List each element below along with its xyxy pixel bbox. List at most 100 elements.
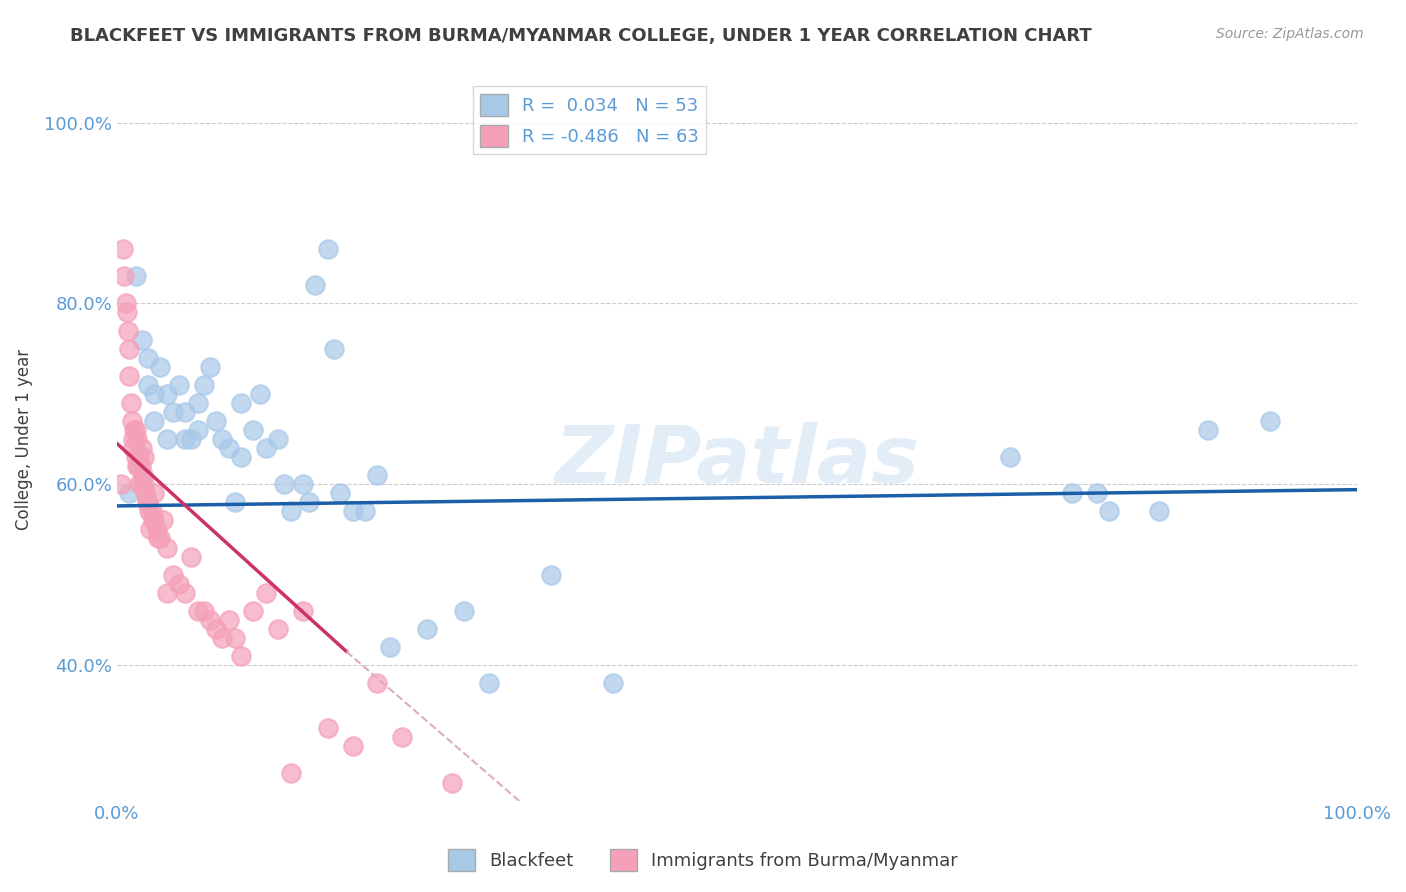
Point (122, 432, 145, 446)
Point (478, 676, 501, 690)
Point (128, 477, 150, 491)
Point (180, 549, 202, 564)
Point (174, 405, 197, 419)
Point (132, 468, 155, 483)
Y-axis label: College, Under 1 year: College, Under 1 year (15, 349, 32, 530)
Point (121, 414, 143, 428)
Point (118, 486, 141, 500)
Point (267, 432, 290, 446)
Point (366, 676, 388, 690)
Point (167, 377, 190, 392)
Point (112, 242, 135, 256)
Point (131, 477, 153, 491)
Point (120, 396, 142, 410)
Point (143, 414, 166, 428)
Point (229, 450, 252, 464)
Point (198, 613, 221, 627)
Point (224, 495, 246, 509)
Point (187, 604, 209, 618)
Point (149, 532, 172, 546)
Point (1258, 414, 1281, 428)
Point (174, 585, 197, 599)
Point (540, 567, 562, 582)
Point (304, 278, 326, 293)
Point (218, 441, 240, 455)
Point (242, 423, 264, 437)
Point (298, 495, 321, 509)
Point (354, 504, 377, 518)
Point (316, 242, 339, 256)
Point (134, 486, 156, 500)
Point (602, 676, 624, 690)
Point (229, 648, 252, 663)
Point (1098, 504, 1121, 518)
Point (342, 739, 364, 754)
Point (1060, 486, 1083, 500)
Point (378, 640, 401, 654)
Text: BLACKFEET VS IMMIGRANTS FROM BURMA/MYANMAR COLLEGE, UNDER 1 YEAR CORRELATION CHA: BLACKFEET VS IMMIGRANTS FROM BURMA/MYANM… (70, 27, 1092, 45)
Point (125, 432, 148, 446)
Point (1197, 423, 1219, 437)
Point (187, 423, 209, 437)
Point (129, 459, 152, 474)
Point (143, 513, 166, 527)
Point (135, 495, 157, 509)
Point (193, 377, 215, 392)
Point (162, 567, 184, 582)
Point (142, 513, 165, 527)
Point (131, 441, 153, 455)
Point (114, 296, 136, 310)
Point (127, 459, 149, 474)
Point (273, 477, 295, 491)
Point (149, 359, 172, 374)
Point (291, 477, 314, 491)
Point (115, 305, 138, 319)
Point (329, 486, 352, 500)
Point (249, 387, 271, 401)
Point (155, 387, 177, 401)
Point (224, 631, 246, 645)
Point (254, 585, 277, 599)
Point (267, 622, 290, 636)
Point (117, 324, 139, 338)
Point (152, 513, 174, 527)
Point (174, 432, 197, 446)
Point (187, 396, 209, 410)
Point (124, 269, 146, 284)
Point (193, 604, 215, 618)
Point (143, 387, 166, 401)
Point (391, 731, 413, 745)
Point (112, 269, 135, 284)
Point (1147, 504, 1170, 518)
Point (162, 405, 184, 419)
Legend: R =  0.034   N = 53, R = -0.486   N = 63: R = 0.034 N = 53, R = -0.486 N = 63 (474, 87, 706, 154)
Point (229, 396, 252, 410)
Point (118, 368, 141, 383)
Point (242, 604, 264, 618)
Point (440, 775, 463, 789)
Point (416, 622, 439, 636)
Point (136, 495, 159, 509)
Point (291, 604, 314, 618)
Point (136, 377, 159, 392)
Point (128, 450, 150, 464)
Point (124, 423, 146, 437)
Point (118, 342, 141, 356)
Point (198, 359, 221, 374)
Point (205, 622, 228, 636)
Point (122, 441, 145, 455)
Point (205, 414, 228, 428)
Text: Source: ZipAtlas.com: Source: ZipAtlas.com (1216, 27, 1364, 41)
Point (453, 604, 475, 618)
Point (342, 504, 364, 518)
Point (1085, 486, 1108, 500)
Point (141, 504, 163, 518)
Point (211, 432, 233, 446)
Point (124, 423, 146, 437)
Point (167, 576, 190, 591)
Point (180, 432, 202, 446)
Point (131, 333, 153, 347)
Point (146, 532, 169, 546)
Point (998, 450, 1021, 464)
Point (316, 721, 339, 735)
